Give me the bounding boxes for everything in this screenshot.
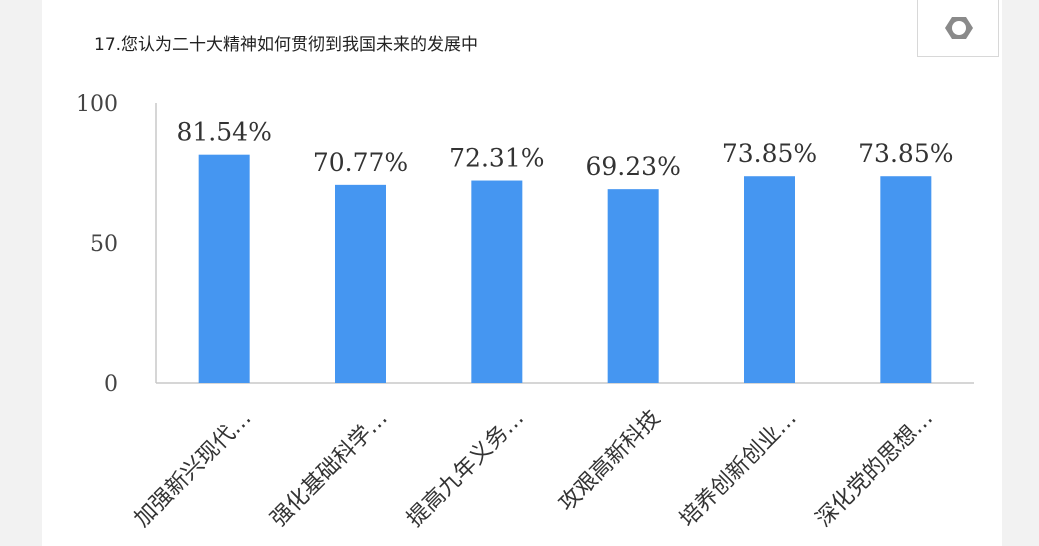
data-label: 69.23%	[586, 152, 681, 181]
bar-chart: 0 50 100 81.54% 加强新兴现代… 70.77% 强化基础科学… 72.31% 提高…	[76, 92, 974, 533]
gear-icon	[945, 17, 973, 39]
x-tick-label: 提高九年义务…	[402, 406, 529, 533]
data-label: 81.54%	[177, 118, 272, 147]
bar	[471, 180, 523, 383]
bar	[198, 154, 250, 383]
y-tick-label: 50	[90, 232, 118, 257]
bar	[607, 189, 659, 383]
data-label: 72.31%	[449, 144, 544, 173]
y-tick-label: 100	[76, 92, 118, 117]
chart-title: 17.您认为二十大精神如何贯彻到我国未来的发展中	[94, 35, 479, 55]
x-tick-label: 深化党的思想…	[811, 406, 938, 533]
chart-card: 17.您认为二十大精神如何贯彻到我国未来的发展中 0 50 100 81.54% 加强新…	[42, 0, 1002, 546]
data-label: 73.85%	[858, 139, 953, 168]
x-tick-label: 培养创新创业…	[675, 406, 802, 533]
x-tick-label: 强化基础科学…	[266, 406, 393, 533]
x-tick-label: 攻艰高新科技	[554, 406, 665, 517]
data-label: 73.85%	[722, 139, 817, 168]
bar	[744, 176, 795, 383]
bar	[880, 176, 932, 383]
data-label: 70.77%	[313, 148, 408, 177]
bar	[335, 184, 386, 383]
x-tick-label: 加强新兴现代…	[130, 406, 257, 533]
settings-button[interactable]	[917, 0, 999, 57]
y-tick-label: 0	[104, 372, 118, 397]
